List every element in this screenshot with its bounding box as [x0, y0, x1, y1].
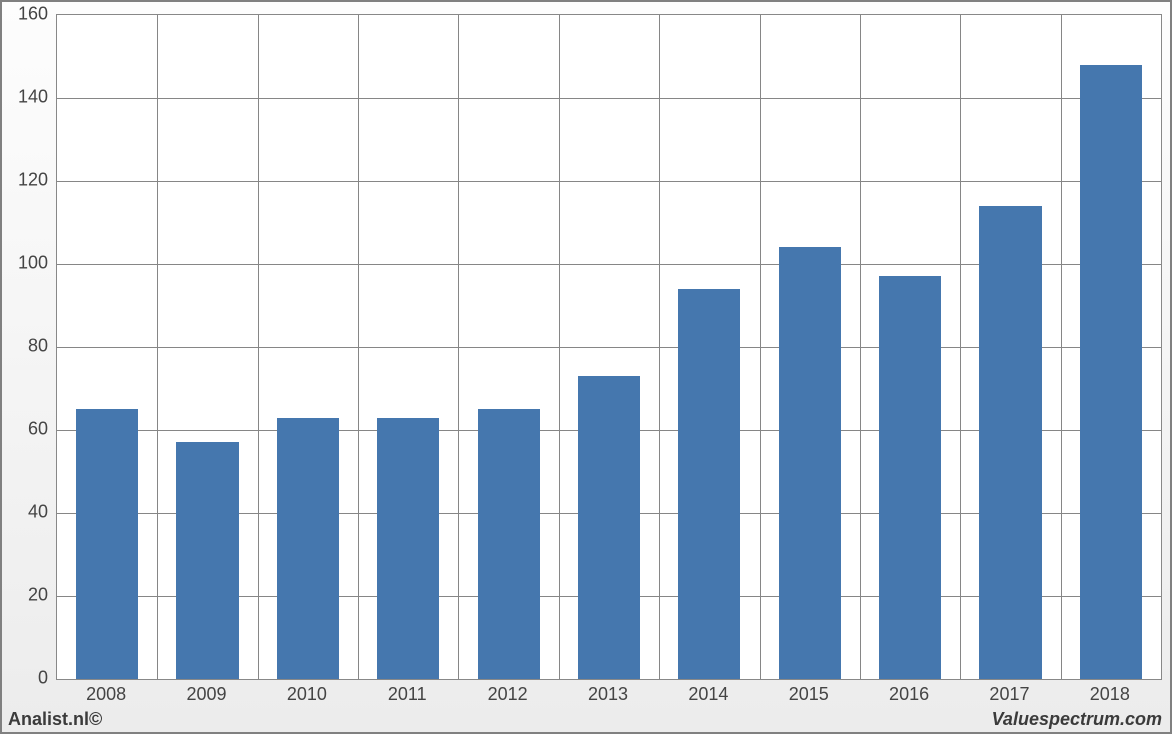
x-tick-label: 2010	[287, 684, 327, 705]
y-tick-label: 100	[2, 253, 48, 274]
footer-left-credit: Analist.nl©	[8, 709, 102, 730]
gridline-vertical	[559, 15, 560, 679]
y-tick-label: 40	[2, 502, 48, 523]
x-tick-label: 2016	[889, 684, 929, 705]
bar	[979, 206, 1041, 679]
x-tick-label: 2011	[388, 684, 427, 705]
x-tick-label: 2012	[488, 684, 528, 705]
y-tick-label: 160	[2, 4, 48, 25]
bar	[1080, 65, 1142, 679]
bar	[779, 247, 841, 679]
plot-area	[56, 14, 1162, 680]
gridline-vertical	[358, 15, 359, 679]
x-tick-label: 2017	[989, 684, 1029, 705]
gridline-vertical	[860, 15, 861, 679]
y-tick-label: 140	[2, 87, 48, 108]
gridline-vertical	[157, 15, 158, 679]
bar	[678, 289, 740, 679]
bar	[277, 418, 339, 679]
y-tick-label: 120	[2, 170, 48, 191]
x-tick-label: 2009	[187, 684, 227, 705]
y-tick-label: 0	[2, 668, 48, 689]
gridline-vertical	[258, 15, 259, 679]
gridline-vertical	[458, 15, 459, 679]
chart-frame: 0 20 40 60 80 100 120 140 160 2008 2009 2010 2011 20…	[0, 0, 1172, 734]
x-tick-label: 2013	[588, 684, 628, 705]
y-tick-label: 80	[2, 336, 48, 357]
gridline-vertical	[960, 15, 961, 679]
bar	[76, 409, 138, 679]
gridline-horizontal	[57, 181, 1161, 182]
x-tick-label: 2018	[1090, 684, 1130, 705]
gridline-vertical	[760, 15, 761, 679]
bar	[377, 418, 439, 679]
bar	[879, 276, 941, 679]
gridline-horizontal	[57, 98, 1161, 99]
gridline-vertical	[1061, 15, 1062, 679]
footer-right-credit: Valuespectrum.com	[992, 709, 1162, 730]
y-tick-label: 60	[2, 419, 48, 440]
gridline-vertical	[659, 15, 660, 679]
x-tick-label: 2014	[688, 684, 728, 705]
x-tick-label: 2008	[86, 684, 126, 705]
bar	[578, 376, 640, 679]
y-tick-label: 20	[2, 585, 48, 606]
bar	[176, 442, 238, 679]
bar	[478, 409, 540, 679]
x-tick-label: 2015	[789, 684, 829, 705]
